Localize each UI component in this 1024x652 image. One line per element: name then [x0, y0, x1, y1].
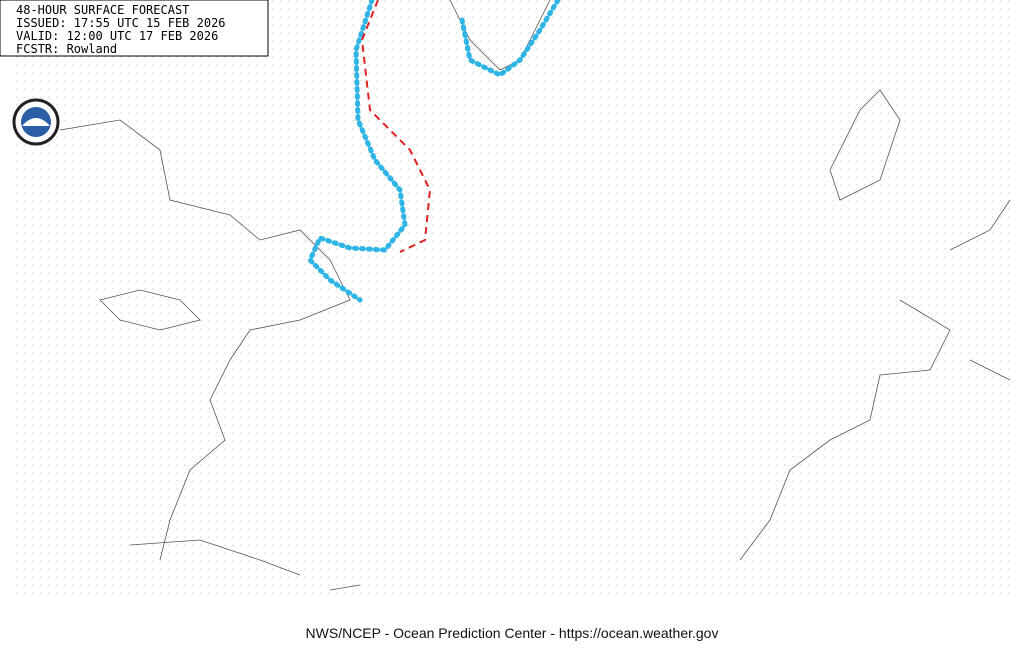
header-forecaster: FCSTR: Rowland: [16, 42, 117, 56]
header-valid: VALID: 12:00 UTC 17 FEB 2026: [16, 29, 218, 43]
noaa-logo: [12, 98, 60, 146]
footer: NWS/NCEP - Ocean Prediction Center - htt…: [306, 625, 719, 641]
header-issued: ISSUED: 17:55 UTC 15 FEB 2026: [16, 16, 226, 30]
header-title: 48-HOUR SURFACE FORECAST: [16, 3, 189, 17]
map-background: [14, 0, 1010, 600]
header-box: [0, 0, 269, 57]
coastlines: [59, 0, 1011, 591]
ice-edges: [307, 0, 561, 303]
